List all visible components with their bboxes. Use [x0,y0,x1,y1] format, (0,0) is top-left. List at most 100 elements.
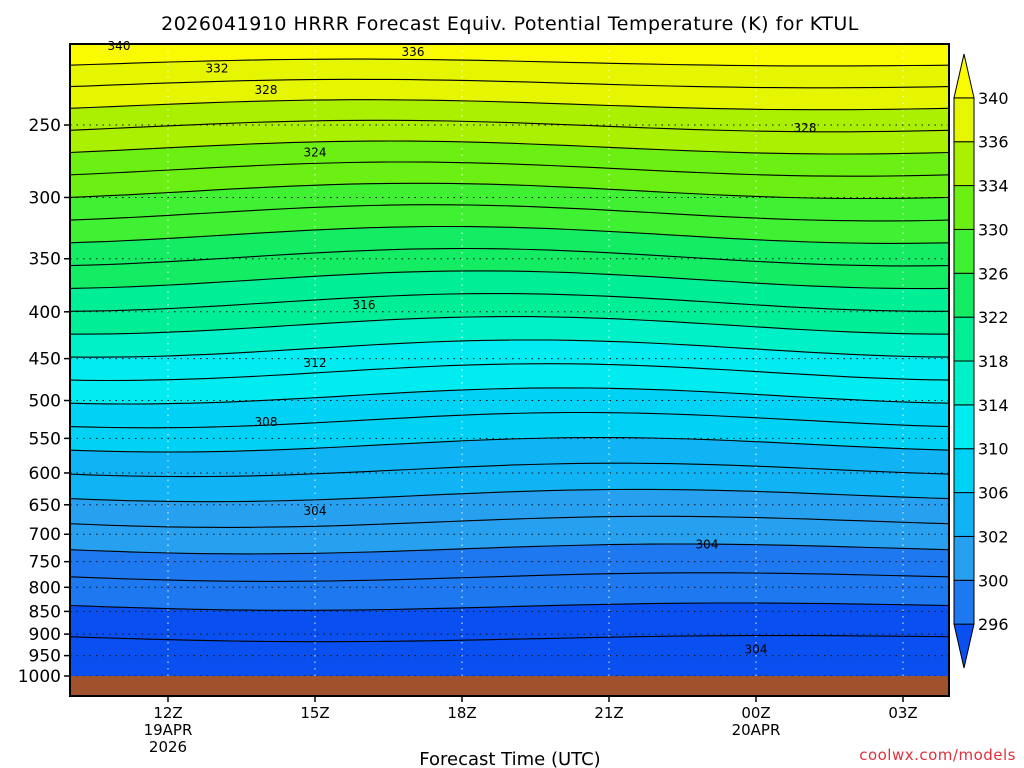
chart-title: 2026041910 HRRR Forecast Equiv. Potentia… [161,13,859,35]
contour-label-text: 308 [255,415,278,429]
contour-label: 312 [304,356,327,370]
isotherm-line [70,515,949,528]
isotherm-line [70,363,949,382]
contour-label-text: 304 [696,537,719,551]
colorbar-swatch [953,185,975,230]
contour-label-text: 340 [108,39,131,53]
y-tick-label: 850 [29,602,61,622]
isotherm-line [70,161,949,177]
isotherm-line [70,387,949,405]
isotherm-line [70,140,949,155]
plot-frame [69,43,950,697]
isotherm-line [70,339,949,358]
x-tick-label: 12Z [153,704,182,722]
y-tick-label: 350 [29,250,61,270]
y-tick-label: 450 [29,350,61,370]
colorbar-tick-label: 302 [978,527,1009,546]
ground-surface [70,676,949,696]
x-axis-label: Forecast Time (UTC) [419,749,600,768]
y-tick-label: 600 [29,464,61,484]
contour-label-text: 316 [353,298,376,312]
colorbar-tick-label: 334 [978,177,1009,196]
contour-label-text: 332 [206,62,229,76]
y-tick-label: 950 [29,647,61,667]
contour-label-text: 336 [402,45,425,59]
contour-label: 304 [304,504,327,518]
contour-lines [70,58,949,643]
isotherm-line [70,411,949,429]
x-tick-label: 03Z [888,704,917,722]
y-tick-label: 250 [29,116,61,136]
x-tick-label: 00Z [741,704,770,722]
colorbar-tick-label: 306 [978,484,1009,503]
colorbar-swatch [953,316,975,362]
contour-label-text: 328 [794,121,817,135]
x-tick-date: 19APR [144,721,193,739]
y-tick-label: 400 [29,303,61,323]
contour-band [70,635,949,682]
contour-label-text: 304 [745,642,768,656]
grid-lines [70,44,949,696]
isotherm-line [70,225,949,244]
isotherm-line [70,99,949,111]
isotherm-line [70,270,949,290]
isotherm-line [70,293,949,312]
colorbar-tick-label: 296 [978,615,1009,634]
colorbar-swatch [953,360,975,406]
colorbar-swatch [953,404,975,450]
y-tick-label: 900 [29,625,61,645]
contour-label-text: 324 [304,146,327,160]
isotherm-line [70,204,949,222]
contour-label: 328 [255,83,278,97]
filled-contour-bands [70,44,949,682]
x-tick-label: 15Z [300,704,329,722]
isotherm-line [70,543,949,555]
contour-label: 340 [108,39,131,53]
y-tick-label: 550 [29,429,61,449]
colorbar-arrow-low [953,623,975,669]
contour-label: 336 [402,45,425,59]
colorbar-tick-label: 318 [978,352,1009,371]
contour-band [70,44,949,54]
isotherm-line [70,78,949,89]
isotherm-line [70,437,949,453]
colorbar-tick-label: 300 [978,571,1009,590]
isotherm-line [70,247,949,267]
contour-label: 332 [206,62,229,76]
colorbar-tick-label: 310 [978,440,1009,459]
colorbar-swatch [953,97,975,143]
y-tick-label: 700 [29,525,61,545]
y-tick-label: 650 [29,496,61,516]
pressure-axis: 250 300 350 400 450 500 550 600 650 700 750 800 850 9… [18,116,70,687]
colorbar-tick-label: 340 [978,89,1009,108]
contour-label: 316 [353,298,376,312]
contour-label: 304 [696,537,719,551]
colorbar-swatch [953,579,975,625]
colorbar-tick-label: 326 [978,264,1009,283]
x-tick-label: 21Z [594,704,623,722]
colorbar: 296 300 302 306 310 314 318 322 326 330 334 336 340 [953,53,1009,669]
isotherm-line [70,58,949,67]
colorbar-swatch [953,535,975,581]
contour-label: 328 [794,121,817,135]
colorbar-tick-label: 314 [978,396,1009,415]
colorbar-tick-label: 330 [978,220,1009,239]
y-tick-label: 750 [29,553,61,573]
contour-label: 324 [304,146,327,160]
colorbar-arrow-high [953,53,975,99]
contour-labels: 340 336 332 328 328 324 316 312 308 304 304 304 [108,39,817,656]
colorbar-swatch [953,228,975,274]
isotherm-line [70,488,949,503]
y-tick-label: 500 [29,392,61,412]
isotherm-line [70,462,949,478]
credit-link[interactable]: coolwx.com/models [859,746,1016,764]
isotherm-line [70,572,949,582]
isotherm-line [70,635,949,643]
contour-label: 304 [745,642,768,656]
y-tick-label: 1000 [18,667,61,687]
isotherm-line [70,182,949,200]
isotherm-line [70,316,949,335]
colorbar-swatch [953,492,975,537]
x-tick-label: 18Z [447,704,476,722]
